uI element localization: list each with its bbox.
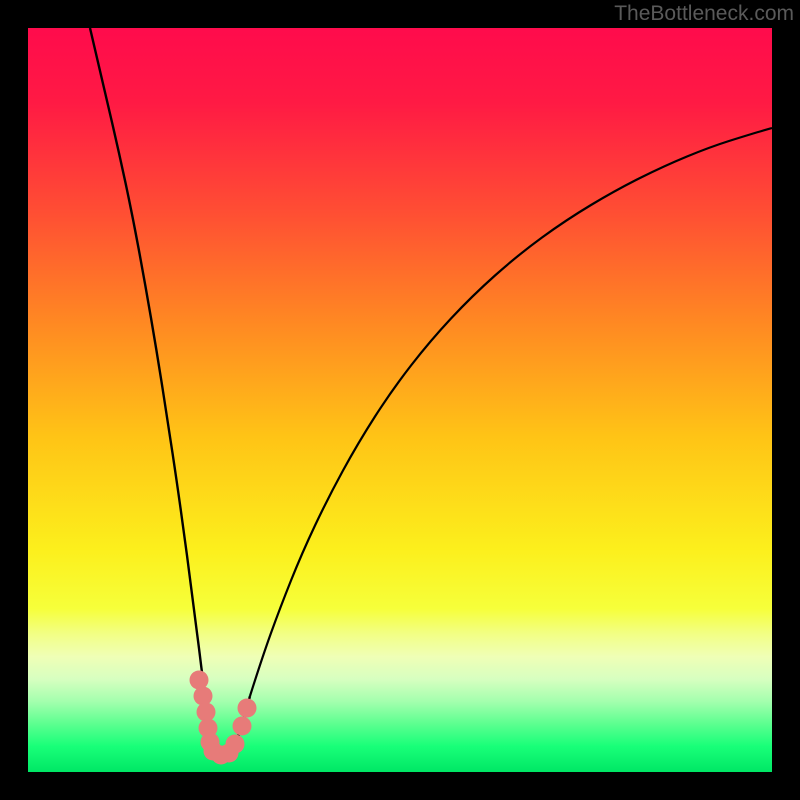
marker-dot — [233, 717, 252, 736]
marker-dot — [226, 735, 245, 754]
watermark-text: TheBottleneck.com — [614, 2, 794, 26]
marker-dot — [194, 687, 213, 706]
plot-svg — [28, 28, 772, 772]
plot-area — [28, 28, 772, 772]
marker-dot — [238, 699, 257, 718]
gradient-background — [28, 28, 772, 772]
marker-dot — [190, 671, 209, 690]
marker-dot — [197, 703, 216, 722]
